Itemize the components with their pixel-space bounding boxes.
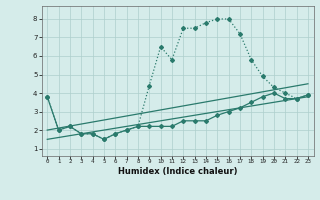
X-axis label: Humidex (Indice chaleur): Humidex (Indice chaleur): [118, 167, 237, 176]
